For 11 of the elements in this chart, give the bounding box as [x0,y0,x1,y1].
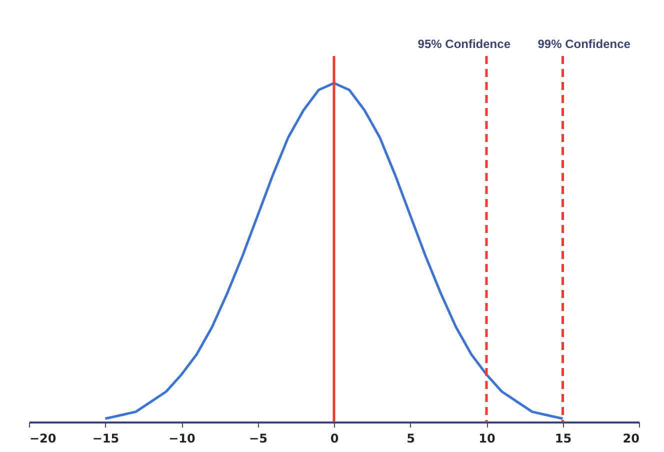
x-tick-label: 15 [554,432,572,446]
x-tick-label: 20 [622,432,640,446]
x-tick-label: 10 [478,432,496,446]
ref-line-label: 99% Confidence [538,37,631,51]
ref-line-label: 95% Confidence [418,37,511,51]
x-tick-label: −20 [30,432,56,446]
x-tick-label: −15 [92,432,120,446]
x-tick-label: −5 [249,432,268,446]
x-tick-label: 0 [330,432,339,446]
x-tick-label: 5 [406,432,415,446]
x-tick-label: −10 [168,432,196,446]
